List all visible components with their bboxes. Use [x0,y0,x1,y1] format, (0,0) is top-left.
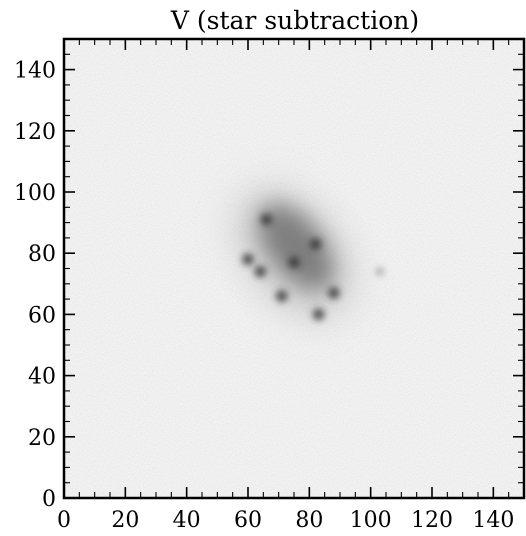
galaxy-knot [254,265,267,278]
galaxy-knot [327,286,340,299]
x-tick-label: 120 [411,508,453,533]
y-tick-label: 140 [14,59,56,84]
x-tick-label: 20 [111,508,139,533]
isolated-source [375,267,384,276]
axis-ticks [63,38,525,499]
x-tick-label: 0 [57,508,71,533]
x-tick-label: 80 [295,508,323,533]
galaxy-knot [309,238,322,251]
y-tick-label: 120 [14,120,56,145]
y-tick-label: 20 [28,426,56,451]
y-tick-labels: 0 20 40 60 80 100 120 140 [14,59,56,512]
galaxy-knot [275,290,288,303]
x-tick-label: 40 [173,508,201,533]
x-tick-label: 100 [350,508,392,533]
image-panel [64,39,524,498]
galaxy-knot [260,213,273,226]
y-tick-label: 0 [42,487,56,512]
galaxy-core [259,203,334,289]
y-tick-label: 40 [28,365,56,390]
y-tick-label: 60 [28,303,56,328]
x-tick-label: 60 [234,508,262,533]
galaxy-knot [288,256,300,269]
galaxy-knot [312,308,325,321]
y-tick-label: 100 [14,181,56,206]
galaxy [242,194,384,321]
x-tick-label: 140 [472,508,514,533]
plot-title: V (star subtraction) [170,6,419,35]
galaxy-knot [242,253,254,266]
x-tick-labels: 0 20 40 60 80 100 120 140 [57,508,514,533]
y-tick-label: 80 [28,242,56,267]
